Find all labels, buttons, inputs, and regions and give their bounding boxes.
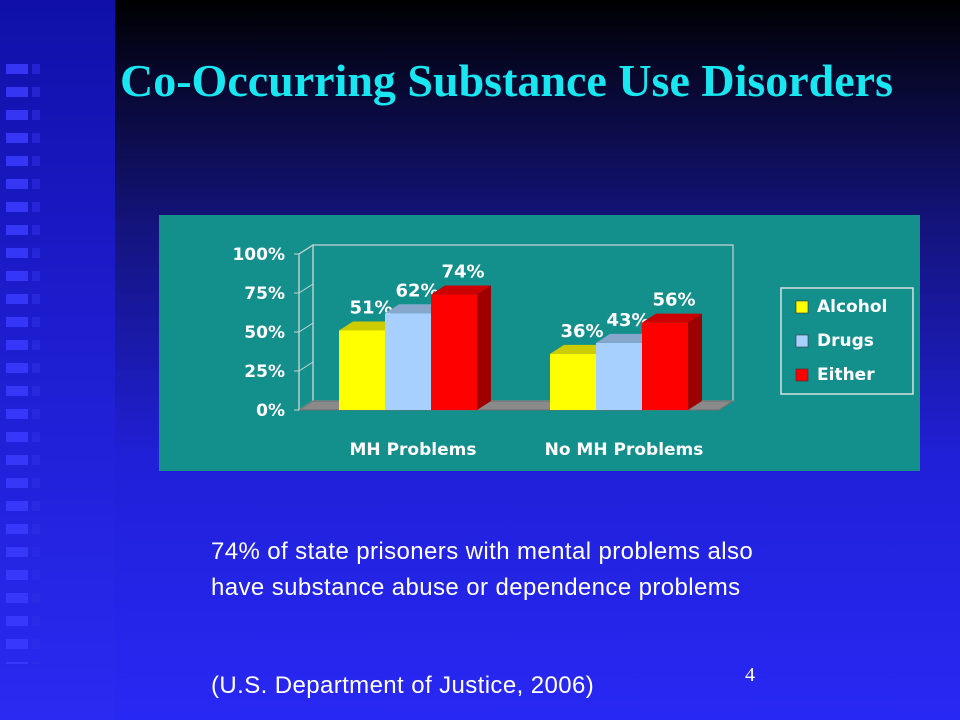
left-square-pattern: [6, 64, 28, 664]
page-number: 4: [745, 664, 755, 686]
y-tick-label: 50%: [244, 323, 285, 343]
y-tick-label: 75%: [244, 284, 285, 304]
bar-drugs: [385, 313, 431, 410]
y-gridline: [298, 244, 314, 255]
y-tick-label: 100%: [232, 245, 285, 265]
y-tick-label: 0%: [256, 401, 285, 421]
bar-chart: 0% 25% 50% 75% 100% 51% 62% 74% MH Problems 36% 43…: [159, 215, 920, 471]
bar-top-alcohol: [550, 344, 610, 354]
data-label: 56%: [652, 290, 695, 311]
y-tick-label: 25%: [244, 362, 285, 382]
legend-label-alcohol: Alcohol: [817, 297, 887, 317]
bar-top-drugs: [596, 333, 656, 343]
bar-either: [431, 294, 477, 410]
chart-svg: 0% 25% 50% 75% 100% 51%62%74% MH Problems 36%43…: [159, 215, 920, 471]
bar-top-either: [431, 285, 491, 295]
bar-alcohol: [339, 330, 385, 410]
source-citation: (U.S. Department of Justice, 2006): [211, 672, 595, 699]
bar-drugs: [596, 342, 642, 410]
legend-label-either: Either: [817, 365, 875, 385]
category-label: No MH Problems: [545, 440, 704, 460]
legend-swatch-either: [795, 368, 809, 382]
data-label: 62%: [395, 280, 438, 301]
y-gridline: [298, 322, 314, 333]
bar-side-either: [477, 285, 491, 410]
y-gridline: [298, 361, 314, 372]
left-square-pattern-secondary: [32, 64, 40, 664]
slide-title: Co-Occurring Substance Use Disorders: [120, 55, 893, 106]
legend-label-drugs: Drugs: [817, 331, 874, 351]
bar-alcohol: [550, 353, 596, 410]
data-label: 51%: [349, 297, 392, 318]
y-gridline: [298, 283, 314, 294]
legend-box: [780, 287, 914, 395]
bar-top-drugs: [385, 304, 445, 314]
data-label: 36%: [560, 321, 603, 342]
bar-top-either: [642, 313, 702, 323]
chart-background: [159, 215, 920, 471]
legend-swatch-alcohol: [795, 300, 809, 314]
bar-either: [642, 322, 688, 410]
data-label: 74%: [441, 262, 484, 283]
data-label: 43%: [606, 310, 649, 331]
category-label: MH Problems: [350, 440, 477, 460]
bar-top-alcohol: [339, 321, 399, 331]
caption-text: 74% of state prisoners with mental probl…: [211, 538, 754, 601]
legend-swatch-drugs: [795, 334, 809, 348]
bar-side-either: [688, 313, 702, 410]
